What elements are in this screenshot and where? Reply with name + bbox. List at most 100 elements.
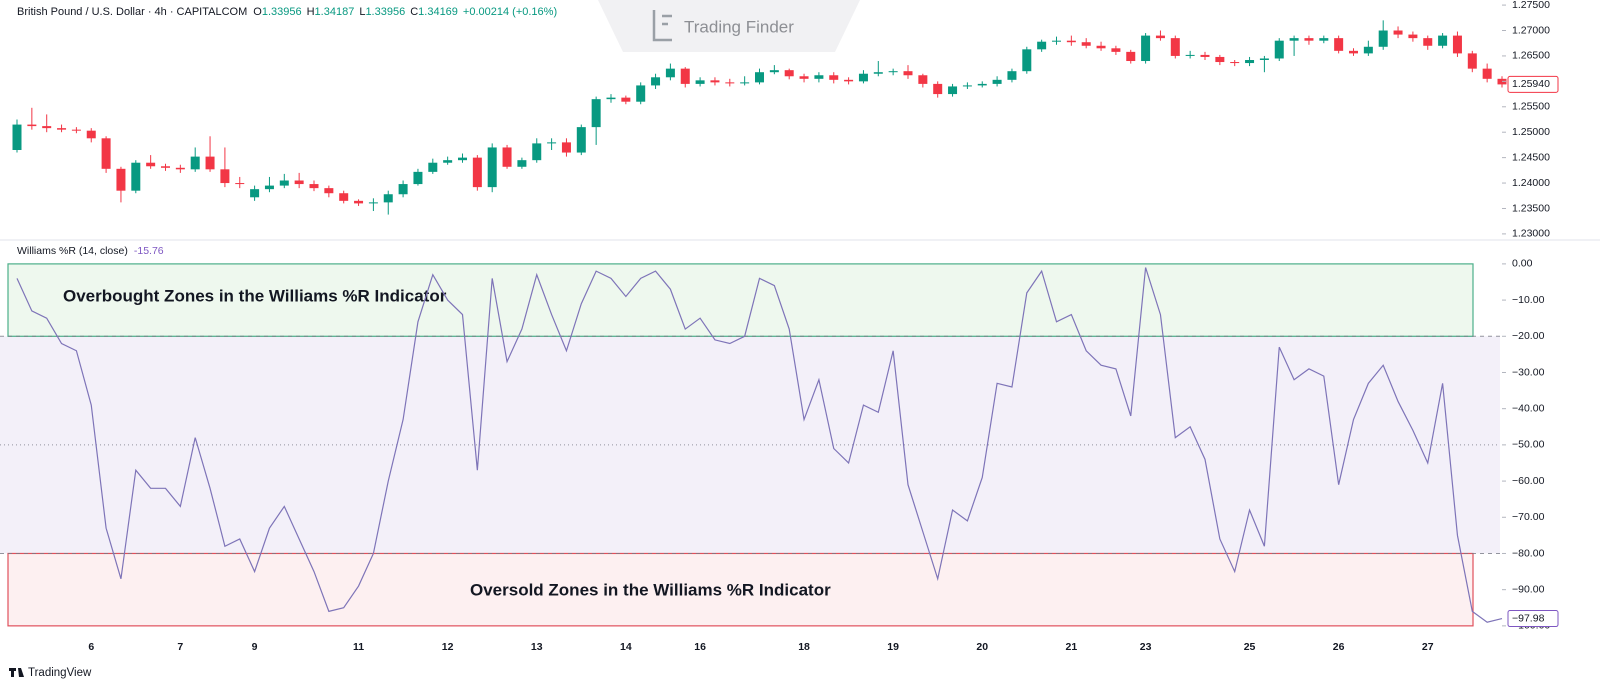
ohlc-key: H bbox=[307, 6, 315, 18]
candle-body bbox=[769, 70, 779, 73]
candle-body bbox=[250, 189, 260, 198]
y-tick-label: −90.00 bbox=[1512, 583, 1545, 595]
x-tick-label: 9 bbox=[252, 641, 258, 653]
y-tick-label: 1.23500 bbox=[1512, 202, 1550, 214]
candle-body bbox=[116, 168, 126, 191]
candle-body bbox=[1111, 48, 1121, 52]
ohlc-value: 1.34187 bbox=[315, 6, 355, 18]
price-marker bbox=[1507, 610, 1559, 628]
x-tick-label: 25 bbox=[1244, 641, 1256, 653]
candle-body bbox=[1393, 30, 1403, 35]
candle-body bbox=[1467, 53, 1477, 69]
symbol-title: British Pound / U.S. Dollar · 4h · CAPIT… bbox=[17, 6, 247, 18]
candle-body bbox=[339, 193, 349, 201]
footer-logo bbox=[9, 668, 24, 677]
candle-body bbox=[146, 162, 156, 167]
candle-body bbox=[710, 80, 720, 83]
candle-body bbox=[1334, 38, 1344, 51]
candle-body bbox=[324, 188, 334, 194]
candle-body bbox=[12, 124, 22, 150]
candle-body bbox=[665, 68, 675, 78]
candle-body bbox=[220, 169, 230, 184]
candle-body bbox=[1363, 46, 1373, 54]
candles bbox=[12, 20, 1507, 215]
candle-body bbox=[131, 162, 141, 191]
x-tick-label: 27 bbox=[1422, 641, 1434, 653]
watermark-logo bbox=[652, 10, 672, 42]
y-tick-label: −50.00 bbox=[1512, 439, 1545, 451]
candle-body bbox=[1438, 35, 1448, 46]
x-tick-label: 20 bbox=[976, 641, 988, 653]
footer: TradingView bbox=[28, 667, 92, 679]
candle-body bbox=[992, 79, 1002, 84]
candle-body bbox=[57, 128, 67, 130]
candle-body bbox=[71, 129, 81, 131]
candle-body bbox=[873, 72, 883, 74]
indicator-legend: Williams %R (14, close) -15.76 bbox=[17, 245, 164, 257]
x-tick-label: 18 bbox=[798, 641, 810, 653]
candle-body bbox=[294, 180, 304, 185]
x-tick-label: 7 bbox=[177, 641, 183, 653]
y-tick-label: −10.00 bbox=[1512, 294, 1545, 306]
x-tick-label: 19 bbox=[887, 641, 899, 653]
candle-body bbox=[1245, 60, 1255, 64]
candle-body bbox=[86, 130, 96, 139]
candle-body bbox=[1096, 45, 1106, 49]
ohlc-key: L bbox=[359, 6, 365, 18]
price-marker-label: −97.98 bbox=[1512, 612, 1545, 624]
candle-body bbox=[1304, 38, 1314, 41]
candle-body bbox=[740, 82, 750, 84]
candle-body bbox=[190, 156, 200, 170]
candle-body bbox=[27, 124, 37, 127]
candle-body bbox=[309, 184, 319, 189]
candle-body bbox=[1349, 50, 1358, 54]
x-tick-label: 14 bbox=[620, 641, 632, 653]
y-tick-label: −80.00 bbox=[1512, 547, 1545, 559]
annotation: Overbought Zones in the Williams %R Indi… bbox=[63, 286, 447, 305]
y-tick-label: −20.00 bbox=[1512, 330, 1545, 342]
candle-body bbox=[42, 126, 52, 129]
x-tick-label: 26 bbox=[1333, 641, 1345, 653]
y-tick-label: 1.24000 bbox=[1512, 177, 1550, 189]
ohlc-value: 1.33956 bbox=[262, 6, 302, 18]
candle-body bbox=[844, 79, 854, 82]
candle-body bbox=[814, 75, 824, 79]
y-tick-label: 1.27500 bbox=[1512, 0, 1550, 11]
candle-body bbox=[458, 157, 467, 161]
candle-body bbox=[695, 80, 705, 84]
candle-body bbox=[1022, 49, 1032, 72]
candle-body bbox=[279, 180, 289, 186]
overbought-zone bbox=[7, 263, 1474, 337]
candle-body bbox=[1319, 38, 1329, 41]
candle-body bbox=[264, 185, 274, 190]
candle-body bbox=[1141, 35, 1151, 62]
candle-body bbox=[235, 183, 245, 185]
y-tick-label: −60.00 bbox=[1512, 475, 1545, 487]
candle-body bbox=[1200, 54, 1210, 57]
candle-body bbox=[502, 147, 512, 167]
y-tick-label: 1.23000 bbox=[1512, 228, 1550, 240]
candle-body bbox=[977, 83, 987, 86]
candle-body bbox=[1423, 38, 1433, 46]
candle-body bbox=[1408, 34, 1418, 39]
candle-body bbox=[1482, 68, 1492, 79]
candle-body bbox=[487, 147, 497, 188]
candle-body bbox=[398, 184, 408, 195]
candle-body bbox=[383, 194, 393, 203]
candle-body bbox=[621, 97, 631, 102]
candle-body bbox=[636, 85, 646, 102]
candle-body bbox=[413, 171, 423, 185]
williams-line bbox=[16, 267, 1503, 623]
change: +0.00214 (+0.16%) bbox=[463, 6, 557, 18]
ohlc-value: 1.34169 bbox=[418, 6, 458, 18]
candle-body bbox=[1215, 56, 1225, 63]
candle-body bbox=[532, 143, 542, 161]
candle-body bbox=[948, 86, 958, 95]
x-tick-label: 6 bbox=[88, 641, 94, 653]
indicator-value: -15.76 bbox=[134, 245, 164, 257]
candle-body bbox=[1126, 51, 1136, 62]
ohlc-value: 1.33956 bbox=[365, 6, 405, 18]
candle-body bbox=[680, 68, 690, 84]
x-tick-label: 16 bbox=[694, 641, 706, 653]
